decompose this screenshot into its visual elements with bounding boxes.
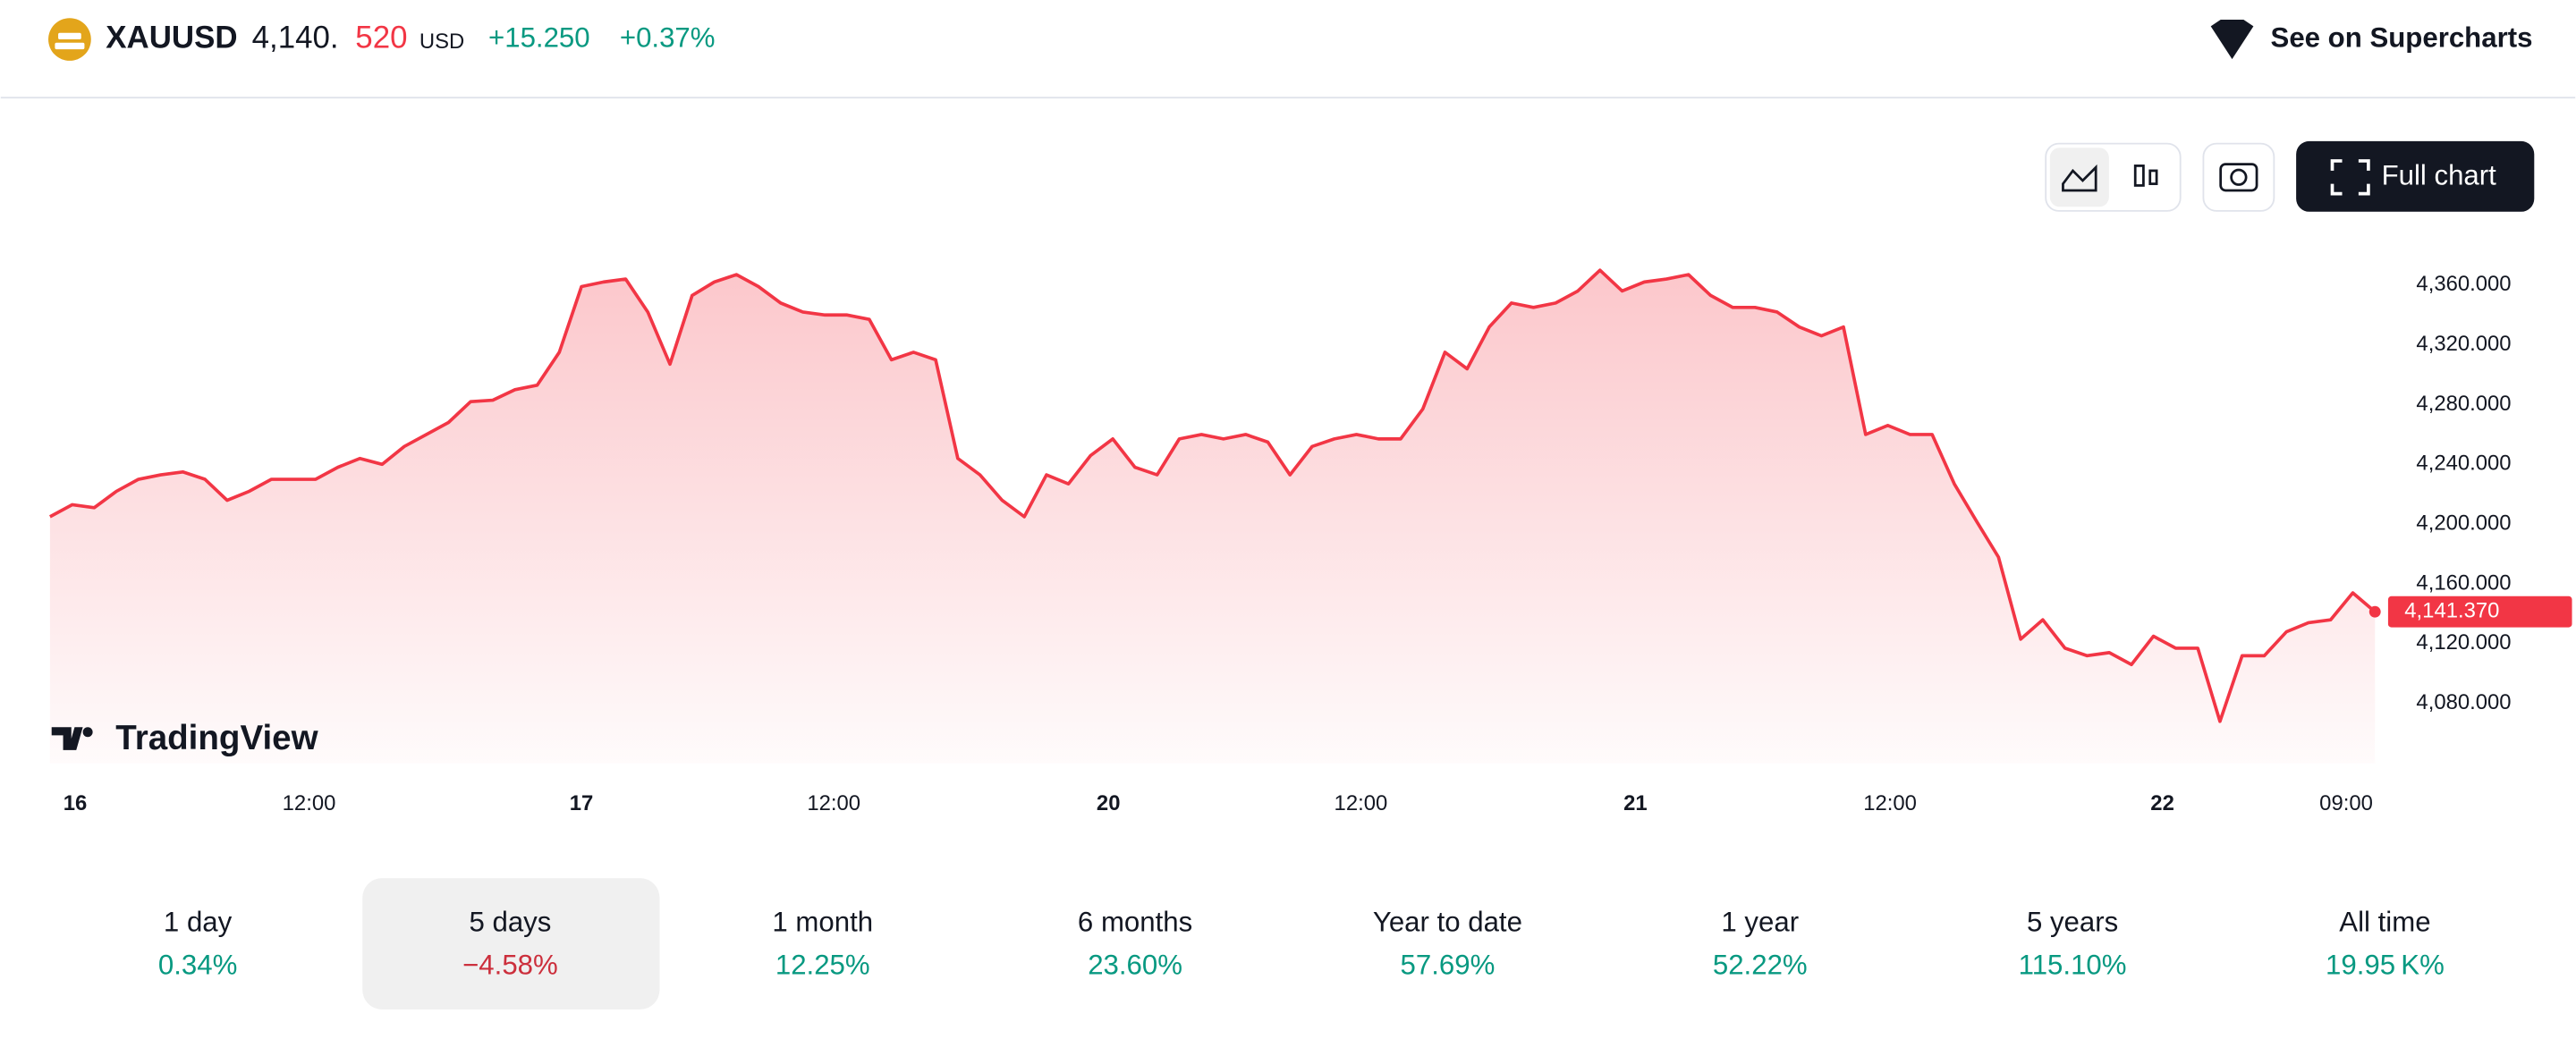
x-tick-label: 20 — [1097, 791, 1121, 815]
range-label: 5 days — [469, 907, 551, 938]
candle-icon — [2133, 165, 2145, 187]
range-tab[interactable]: All time 19.95 K% — [2326, 907, 2445, 981]
range-change: 12.25% — [775, 949, 870, 980]
range-label: Year to date — [1373, 907, 1522, 938]
camera-icon — [2219, 163, 2258, 192]
range-tab[interactable]: 5 days −4.58% — [362, 878, 660, 1009]
price-decimals: 520 — [355, 20, 407, 55]
supercharts-link[interactable]: See on Supercharts — [2210, 20, 2533, 60]
range-tabs: 1 day 0.34% 5 days −4.58% 1 month 12.25% 6 mon… — [158, 878, 2445, 1009]
logo-bar — [58, 32, 81, 40]
range-tab[interactable]: 6 months 23.60% — [1078, 907, 1192, 981]
candle-icon — [2148, 169, 2158, 185]
x-tick-label: 22 — [2150, 791, 2174, 815]
change: +15.250 — [488, 21, 590, 53]
y-tick-label: 4,120.000 — [2416, 630, 2511, 655]
x-tick-label: 21 — [1623, 791, 1648, 815]
y-tick-label: 4,280.000 — [2416, 392, 2511, 416]
x-tick-label: 12:00 — [1335, 791, 1388, 815]
range-tab[interactable]: Year to date 57.69% — [1373, 907, 1522, 981]
candle-chart-button[interactable] — [2133, 165, 2158, 187]
range-change: 115.10% — [2019, 949, 2127, 980]
watermark: TradingView — [51, 719, 319, 757]
y-tick-label: 4,360.000 — [2416, 272, 2511, 296]
x-tick-label: 12:00 — [283, 791, 336, 815]
range-label: 1 year — [1721, 907, 1799, 938]
x-tick-label: 17 — [570, 791, 594, 815]
last-price-badge — [2387, 596, 2572, 628]
x-tick-label: 09:00 — [2319, 791, 2373, 815]
supercharts-icon — [2210, 20, 2254, 60]
y-tick-label: 4,160.000 — [2416, 570, 2511, 595]
logo-bar — [55, 42, 85, 50]
camera-lens — [2230, 168, 2248, 186]
range-change: 0.34% — [158, 949, 237, 980]
x-tick-label: 16 — [64, 791, 88, 815]
range-change: 52.22% — [1713, 949, 1808, 980]
range-label: 5 years — [2027, 907, 2118, 938]
range-change: −4.58% — [462, 949, 558, 980]
range-tab[interactable]: 1 day 0.34% — [158, 907, 237, 981]
selected-tab-bg — [362, 878, 660, 1009]
x-tick-label: 12:00 — [1863, 791, 1917, 815]
last-price-label: 4,141.370 — [2404, 598, 2499, 622]
currency: USD — [419, 30, 464, 54]
range-change: 19.95 K% — [2326, 949, 2445, 980]
y-tick-label: 4,200.000 — [2416, 511, 2511, 536]
range-label: All time — [2339, 907, 2430, 938]
range-label: 6 months — [1078, 907, 1192, 938]
range-change: 57.69% — [1401, 949, 1496, 980]
range-tab[interactable]: 1 month 12.25% — [772, 907, 873, 981]
line-icon — [2062, 164, 2097, 192]
y-tick-label: 4,320.000 — [2416, 332, 2511, 356]
full-chart-button[interactable]: Full chart — [2296, 140, 2535, 212]
x-tick-label: 12:00 — [807, 791, 860, 815]
range-label: 1 day — [164, 907, 233, 938]
expand-icon — [2330, 159, 2370, 196]
y-tick-label: 4,240.000 — [2416, 452, 2511, 476]
range-label: 1 month — [772, 907, 873, 938]
symbol: XAUUSD — [106, 20, 237, 55]
snapshot-button[interactable] — [2202, 142, 2275, 212]
tv-logo-dot — [82, 727, 93, 738]
full-chart-text: Full chart — [2382, 159, 2497, 190]
y-tick-label: 4,080.000 — [2416, 690, 2511, 714]
tv-logo — [51, 727, 83, 750]
price: 4,140. — [252, 20, 339, 55]
area-fill — [49, 270, 2376, 764]
last-point — [2368, 605, 2381, 618]
range-tab[interactable]: 1 year 52.22% — [1713, 907, 1808, 981]
change-percent: +0.37% — [620, 21, 716, 53]
plot: 4,080.000 4,120.000 4,160.000 4,200.000 4,24… — [49, 268, 2572, 815]
supercharts-text: See on Supercharts — [2271, 21, 2533, 53]
range-change: 23.60% — [1088, 949, 1182, 980]
full-chart-bg — [2296, 140, 2535, 212]
watermark-text: TradingView — [115, 719, 318, 757]
range-tab[interactable]: 5 years 115.10% — [2019, 907, 2127, 981]
price-line — [49, 268, 2377, 723]
